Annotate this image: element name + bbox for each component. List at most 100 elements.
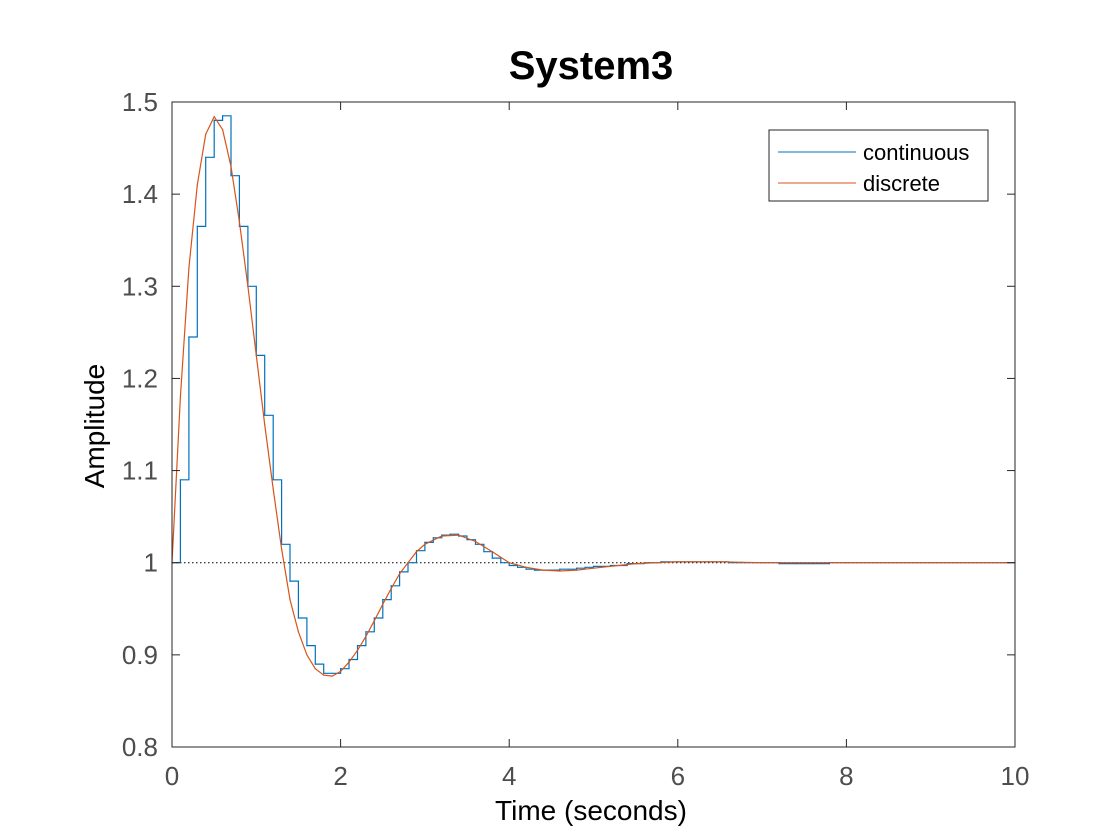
data-point-discrete bbox=[559, 570, 561, 572]
y-tick-label: 1 bbox=[144, 548, 158, 578]
data-point-discrete bbox=[213, 116, 215, 118]
data-point-discrete bbox=[331, 675, 333, 677]
data-point-continuous bbox=[348, 658, 350, 661]
data-point-continuous bbox=[466, 539, 468, 541]
data-point-discrete bbox=[230, 165, 232, 168]
data-point-continuous bbox=[399, 571, 401, 573]
data-point-discrete bbox=[542, 569, 544, 571]
y-tick-label: 1.2 bbox=[122, 363, 158, 393]
y-tick-label: 1.4 bbox=[122, 179, 158, 209]
data-point-discrete bbox=[365, 635, 367, 638]
legend-label-discrete: discrete bbox=[863, 171, 940, 196]
series-discrete bbox=[171, 115, 1016, 677]
data-point-continuous bbox=[382, 599, 384, 601]
data-point-discrete bbox=[761, 562, 763, 564]
data-point-discrete bbox=[424, 543, 426, 545]
data-point-discrete bbox=[576, 569, 578, 571]
data-point-continuous bbox=[525, 568, 527, 570]
data-point-discrete bbox=[247, 285, 249, 287]
data-point-discrete bbox=[382, 603, 384, 605]
data-point-discrete bbox=[188, 267, 190, 269]
data-point-discrete bbox=[348, 661, 350, 663]
data-point-continuous bbox=[272, 479, 274, 481]
data-point-discrete bbox=[803, 562, 805, 564]
legend-label-continuous: continuous bbox=[863, 140, 969, 165]
data-point-discrete bbox=[458, 534, 460, 536]
x-tick-label: 2 bbox=[333, 761, 347, 791]
data-point-discrete bbox=[407, 562, 409, 564]
data-point-continuous bbox=[306, 645, 308, 647]
data-point-discrete bbox=[930, 562, 932, 564]
legend-box bbox=[768, 129, 989, 202]
data-point-discrete bbox=[356, 649, 359, 651]
x-tick-label: 10 bbox=[1001, 761, 1030, 791]
data-point-discrete bbox=[340, 670, 342, 673]
data-point-continuous bbox=[205, 156, 207, 158]
data-point-continuous bbox=[213, 119, 215, 121]
y-tick-label: 1.3 bbox=[122, 271, 158, 301]
y-axis-label: Amplitude bbox=[79, 364, 110, 489]
data-point-continuous bbox=[264, 414, 266, 416]
data-point-discrete bbox=[390, 587, 392, 590]
data-point-continuous bbox=[533, 569, 536, 571]
data-point-continuous bbox=[432, 537, 434, 539]
data-point-continuous bbox=[179, 479, 181, 481]
data-point-discrete bbox=[415, 551, 418, 553]
data-point-discrete bbox=[306, 654, 308, 656]
data-point-continuous bbox=[517, 566, 519, 568]
data-point-continuous bbox=[289, 580, 291, 582]
data-point-discrete bbox=[314, 668, 316, 670]
data-point-discrete bbox=[196, 184, 198, 186]
data-point-discrete bbox=[373, 620, 375, 622]
data-point-continuous bbox=[230, 175, 232, 177]
data-point-continuous bbox=[483, 551, 485, 553]
data-point-continuous bbox=[314, 663, 316, 665]
data-point-discrete bbox=[635, 563, 637, 565]
y-tick-label: 0.9 bbox=[122, 640, 158, 670]
data-point-discrete bbox=[281, 548, 283, 550]
x-tick-label: 0 bbox=[165, 761, 179, 791]
data-point-continuous bbox=[297, 617, 299, 619]
data-point-discrete bbox=[474, 540, 477, 543]
axes-box bbox=[171, 101, 1016, 748]
x-tick-label: 6 bbox=[671, 761, 685, 791]
data-point-continuous bbox=[500, 562, 502, 564]
data-point-continuous bbox=[508, 564, 510, 567]
data-point-continuous bbox=[340, 668, 342, 670]
x-tick-label: 4 bbox=[502, 761, 516, 791]
data-point-discrete bbox=[508, 562, 510, 564]
data-point-continuous bbox=[373, 617, 375, 619]
data-point-discrete bbox=[264, 423, 266, 426]
x-axis-label: Time (seconds) bbox=[495, 795, 687, 826]
data-point-continuous bbox=[567, 568, 569, 570]
data-point-continuous bbox=[491, 557, 493, 559]
data-point-discrete bbox=[525, 566, 527, 568]
data-point-continuous bbox=[331, 672, 333, 674]
legend: continuous discrete bbox=[768, 129, 989, 202]
data-point-discrete bbox=[845, 562, 848, 564]
data-point-discrete bbox=[205, 133, 207, 135]
data-point-discrete bbox=[222, 129, 224, 131]
data-point-discrete bbox=[289, 599, 291, 601]
tick-layer: 0 2 4 6 8 10 0.8 0.9 1 1.1 1.2 1.3 1.4 1.5 bbox=[122, 87, 1030, 791]
data-point-continuous bbox=[778, 563, 780, 565]
data-point-continuous bbox=[795, 563, 797, 565]
x-tick-label: 8 bbox=[839, 761, 853, 791]
data-point-discrete bbox=[441, 535, 443, 537]
data-point-discrete bbox=[238, 221, 240, 223]
y-tick-label: 0.8 bbox=[122, 732, 158, 762]
chart-title: System3 bbox=[509, 44, 674, 88]
plot-area bbox=[172, 102, 1015, 747]
data-point-discrete bbox=[323, 674, 325, 676]
data-point-discrete bbox=[179, 396, 181, 398]
data-point-continuous bbox=[390, 585, 392, 587]
series-layer bbox=[171, 115, 1016, 677]
data-point-discrete bbox=[255, 354, 257, 356]
y-tick-label: 1.1 bbox=[122, 456, 158, 486]
data-point-continuous bbox=[592, 565, 595, 568]
data-point-continuous bbox=[449, 533, 451, 535]
data-point-continuous bbox=[196, 225, 198, 227]
data-point-continuous bbox=[474, 543, 477, 545]
data-point-continuous bbox=[188, 336, 190, 338]
